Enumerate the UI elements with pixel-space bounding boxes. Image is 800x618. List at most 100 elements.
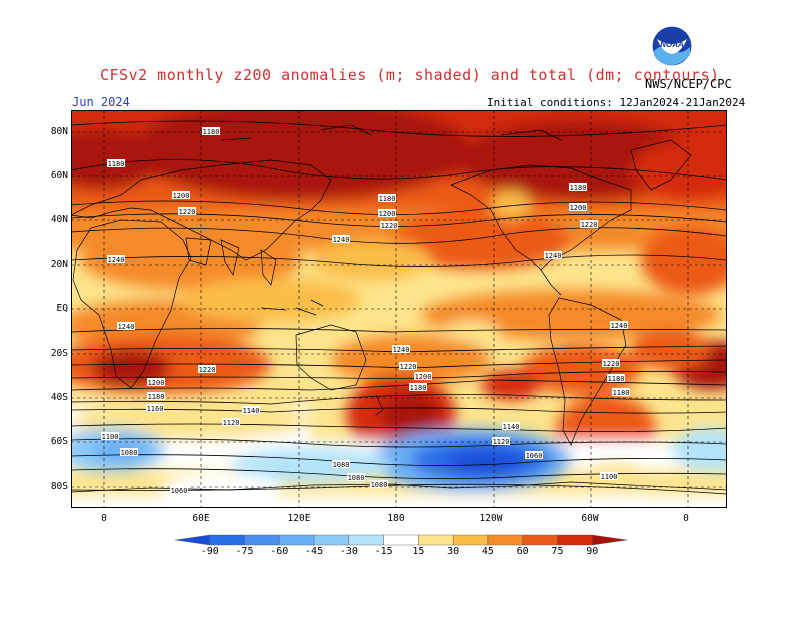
- svg-text:1140: 1140: [503, 423, 520, 431]
- colorbar-tick-label: -45: [305, 546, 324, 557]
- contour-label: 1140: [502, 422, 520, 431]
- svg-text:1220: 1220: [381, 222, 398, 230]
- svg-text:1160: 1160: [147, 405, 164, 413]
- contour-label: 1220: [399, 362, 417, 371]
- svg-text:1180: 1180: [379, 195, 396, 203]
- svg-text:1200: 1200: [379, 210, 396, 218]
- svg-text:1240: 1240: [108, 256, 125, 264]
- lat-label: 20S: [50, 348, 68, 359]
- contour-label: 1200: [147, 378, 165, 387]
- lat-label: 60S: [50, 436, 68, 447]
- colorbar-cell: [313, 534, 350, 546]
- contour-label: 1200: [172, 191, 190, 200]
- colorbar-cell: [244, 534, 280, 546]
- svg-text:1060: 1060: [171, 487, 188, 495]
- colorbar-cell: [418, 534, 454, 546]
- svg-text:1100: 1100: [102, 433, 119, 441]
- colorbar-cell: [348, 534, 384, 546]
- contour-label: 1180: [147, 392, 165, 401]
- colorbar-tick-label: 75: [551, 546, 564, 557]
- colorbar-tick-label: -15: [374, 546, 393, 557]
- svg-text:1220: 1220: [179, 208, 196, 216]
- colorbar-cell: [487, 534, 523, 546]
- svg-text:1080: 1080: [348, 474, 365, 482]
- contour-label: 1200: [414, 372, 432, 381]
- lat-label: 20N: [50, 259, 68, 270]
- svg-text:1220: 1220: [199, 366, 216, 374]
- colorbar-cell: [557, 534, 593, 546]
- colorbar-cell: [383, 534, 419, 546]
- lat-label: 80N: [50, 126, 68, 137]
- contour-label: 1120: [492, 437, 510, 446]
- contour-label: 1220: [580, 220, 598, 229]
- svg-text:1220: 1220: [603, 360, 620, 368]
- svg-text:1240: 1240: [611, 322, 628, 330]
- contour-label: 1240: [107, 255, 125, 264]
- lon-label: 60E: [192, 513, 210, 524]
- svg-text:1200: 1200: [148, 379, 165, 387]
- contour-label: 1240: [392, 345, 410, 354]
- lon-label: 180: [387, 513, 405, 524]
- lat-label: 80S: [50, 481, 68, 492]
- contour-label: 1180: [202, 127, 220, 136]
- svg-text:1240: 1240: [393, 346, 410, 354]
- contour-label: 1080: [347, 473, 365, 482]
- svg-text:1180: 1180: [148, 393, 165, 401]
- contour-label: 1240: [117, 322, 135, 331]
- colorbar-tick-label: -30: [339, 546, 358, 557]
- contour-label: 1060: [170, 486, 188, 495]
- contour-label: 1240: [610, 321, 628, 330]
- contour-label: 1160: [146, 404, 164, 413]
- contour-labels: 1180 1180 1200 1220 1240 1180 1200 1220 1240 1180…: [101, 127, 630, 495]
- svg-text:1200: 1200: [570, 204, 587, 212]
- svg-text:NOAA: NOAA: [660, 40, 684, 49]
- lon-label: 60W: [581, 513, 599, 524]
- contour-label: 1220: [602, 359, 620, 368]
- svg-text:1080: 1080: [333, 461, 350, 469]
- colorbar-tick-label: 15: [412, 546, 425, 557]
- svg-text:1220: 1220: [581, 221, 598, 229]
- colorbar-tick-label: 45: [481, 546, 494, 557]
- svg-text:1060: 1060: [526, 452, 543, 460]
- svg-text:1080: 1080: [121, 449, 138, 457]
- svg-text:1240: 1240: [545, 252, 562, 260]
- contour-label: 1180: [378, 194, 396, 203]
- svg-text:1220: 1220: [400, 363, 417, 371]
- colorbar-cell: [592, 534, 627, 546]
- agency-label: NWS/NCEP/CPC: [645, 77, 732, 91]
- forecast-month: Jun 2024: [72, 95, 130, 109]
- lat-label: 40N: [50, 214, 68, 225]
- contour-label: 1240: [332, 235, 350, 244]
- svg-text:1240: 1240: [118, 323, 135, 331]
- colorbar-cell: [522, 534, 558, 546]
- initial-conditions: Initial conditions: 12Jan2024-21Jan2024: [487, 96, 746, 109]
- lat-label: 40S: [50, 392, 68, 403]
- contour-label: 1180: [409, 383, 427, 392]
- svg-text:1180: 1180: [108, 160, 125, 168]
- contour-label: 1220: [380, 221, 398, 230]
- svg-text:1240: 1240: [333, 236, 350, 244]
- contour-label: 1200: [378, 209, 396, 218]
- svg-text:1200: 1200: [173, 192, 190, 200]
- svg-text:1100: 1100: [601, 473, 618, 481]
- contour-label: 1100: [600, 472, 618, 481]
- colorbar-tick-label: 60: [516, 546, 529, 557]
- lon-label: 120E: [287, 513, 311, 524]
- contour-label: 1080: [332, 460, 350, 469]
- contour-label: 1100: [101, 432, 119, 441]
- colorbar-tick-label: -90: [200, 546, 219, 557]
- colorbar-cell: [452, 534, 489, 546]
- svg-text:1180: 1180: [608, 375, 625, 383]
- contour-label: 1200: [569, 203, 587, 212]
- colorbar-tick-label: 30: [447, 546, 460, 557]
- map-title: CFSv2 monthly z200 anomalies (m; shaded)…: [100, 66, 720, 84]
- contour-label: 1120: [222, 418, 240, 427]
- noaa-logo: NOAA: [651, 25, 693, 67]
- colorbar-tick-label: -75: [235, 546, 254, 557]
- svg-text:1180: 1180: [203, 128, 220, 136]
- colorbar: [175, 534, 627, 546]
- lon-label: 0: [683, 513, 689, 524]
- contour-label: 1220: [178, 207, 196, 216]
- svg-text:1140: 1140: [243, 407, 260, 415]
- contour-label: 1180: [607, 374, 625, 383]
